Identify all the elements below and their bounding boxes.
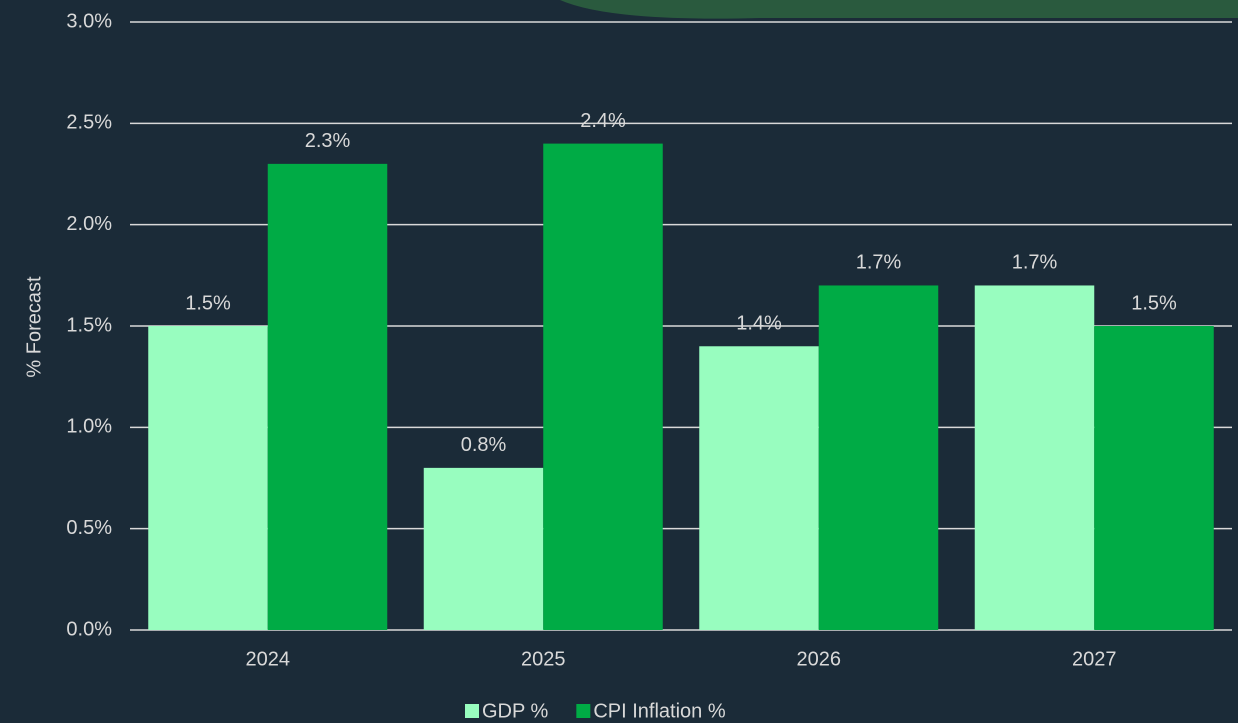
y-tick-label: 1.5% [66,314,112,336]
y-tick-label: 2.0% [66,213,112,235]
legend-swatch [465,704,479,718]
data-label: 1.7% [856,252,902,274]
bar [543,143,663,630]
bar [818,285,939,630]
y-tick-label: 3.0% [66,10,112,32]
data-label: 0.8% [461,434,507,456]
y-axis-label: % Forecast [23,276,45,378]
x-tick-label: 2026 [797,648,842,670]
x-tick-label: 2024 [246,648,291,670]
decoration [560,0,1238,19]
data-label: 2.4% [580,110,626,132]
y-tick-label: 2.5% [66,112,112,134]
bar [699,346,819,630]
y-tick-label: 0.0% [66,618,112,640]
data-label: 1.4% [736,313,782,335]
bar [148,326,268,630]
x-tick-label: 2027 [1072,648,1117,670]
data-label: 1.5% [1131,292,1177,314]
legend-label: GDP % [482,700,549,722]
x-tick-label: 2025 [521,648,566,670]
bar [267,163,388,630]
bar [1094,326,1214,630]
bar [974,285,1095,630]
data-label: 1.5% [185,292,231,314]
data-label: 1.7% [1012,252,1058,274]
bar [423,467,544,630]
y-tick-label: 0.5% [66,517,112,539]
y-tick-label: 1.0% [66,416,112,438]
legend-swatch [576,704,591,718]
legend-label: CPI Inflation % [593,700,726,722]
data-label: 2.3% [305,130,351,152]
